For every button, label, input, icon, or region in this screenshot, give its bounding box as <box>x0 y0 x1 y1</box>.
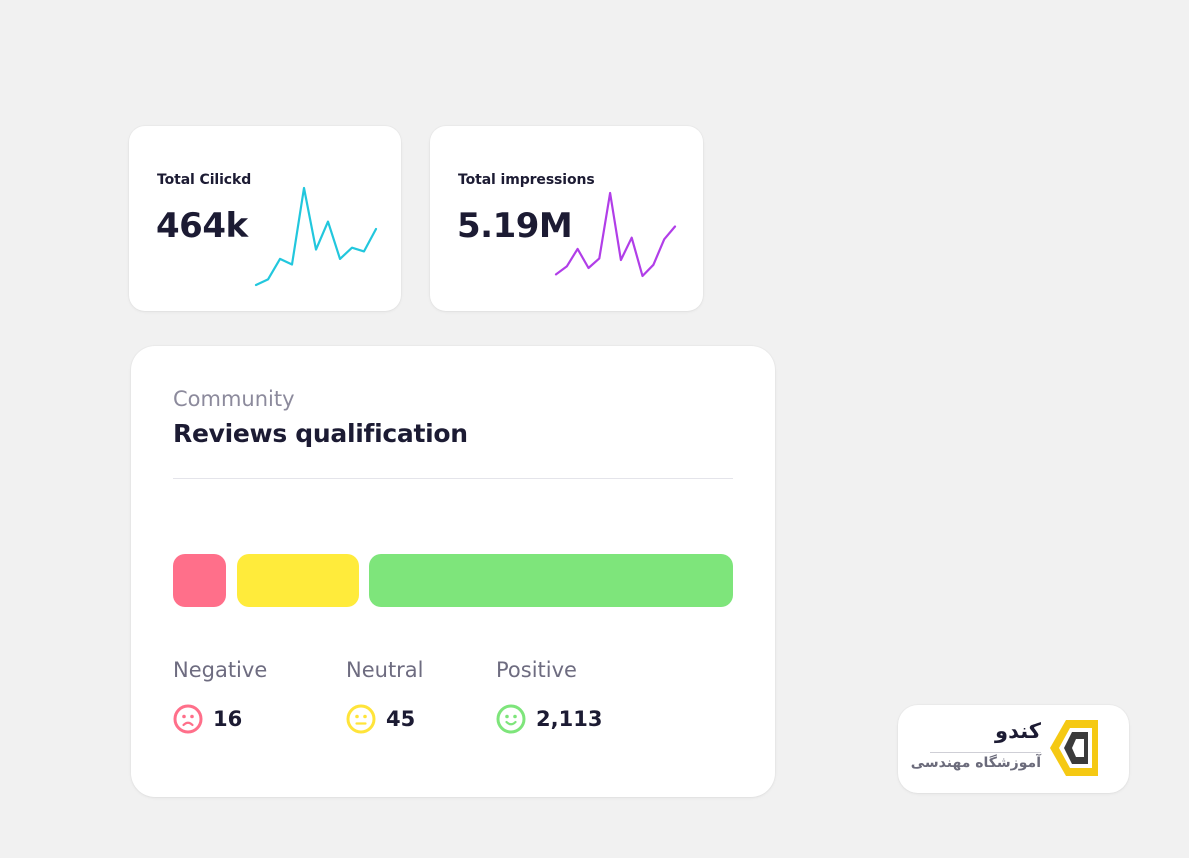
neutral-count: 45 <box>386 707 416 731</box>
positive-legend: Positive 2,113 <box>496 658 602 734</box>
negative-legend: Negative 16 <box>173 658 268 734</box>
reviews-title: Reviews qualification <box>173 419 468 448</box>
reviews-qualification-card: Community Reviews qualification Negative… <box>131 346 775 797</box>
total-impressions-card: Total impressions 5.19M <box>430 126 703 311</box>
total-clicks-value: 464k <box>156 206 248 246</box>
logo-hexagon-icon <box>1050 720 1098 776</box>
happy-face-icon <box>496 704 526 734</box>
total-clicks-label: Total Cilickd <box>157 172 252 188</box>
impressions-sparkline-line <box>554 191 677 278</box>
neutral-face-icon <box>346 704 376 734</box>
positive-bar <box>369 554 733 607</box>
card-divider <box>173 478 733 479</box>
clicks-sparkline-line <box>254 186 378 287</box>
community-eyebrow: Community <box>173 387 295 411</box>
total-clicks-card: Total Cilickd 464k <box>129 126 401 311</box>
positive-label: Positive <box>496 658 577 682</box>
sad-face-icon <box>173 704 203 734</box>
total-impressions-value: 5.19M <box>457 206 573 246</box>
total-impressions-label: Total impressions <box>458 172 595 188</box>
negative-bar <box>173 554 226 607</box>
negative-count: 16 <box>213 707 243 731</box>
impressions-sparkline <box>554 191 677 278</box>
negative-label: Negative <box>173 658 268 682</box>
logo-subtitle: آموزشگاه مهندسی <box>910 755 1041 771</box>
logo-divider <box>930 752 1041 753</box>
logo-name: کندو <box>995 719 1041 743</box>
neutral-label: Neutral <box>346 658 424 682</box>
neutral-bar <box>237 554 359 607</box>
positive-count: 2,113 <box>536 707 603 731</box>
neutral-legend: Neutral 45 <box>346 658 424 734</box>
clicks-sparkline <box>254 186 378 287</box>
logo-badge: کندو آموزشگاه مهندسی <box>898 705 1129 793</box>
